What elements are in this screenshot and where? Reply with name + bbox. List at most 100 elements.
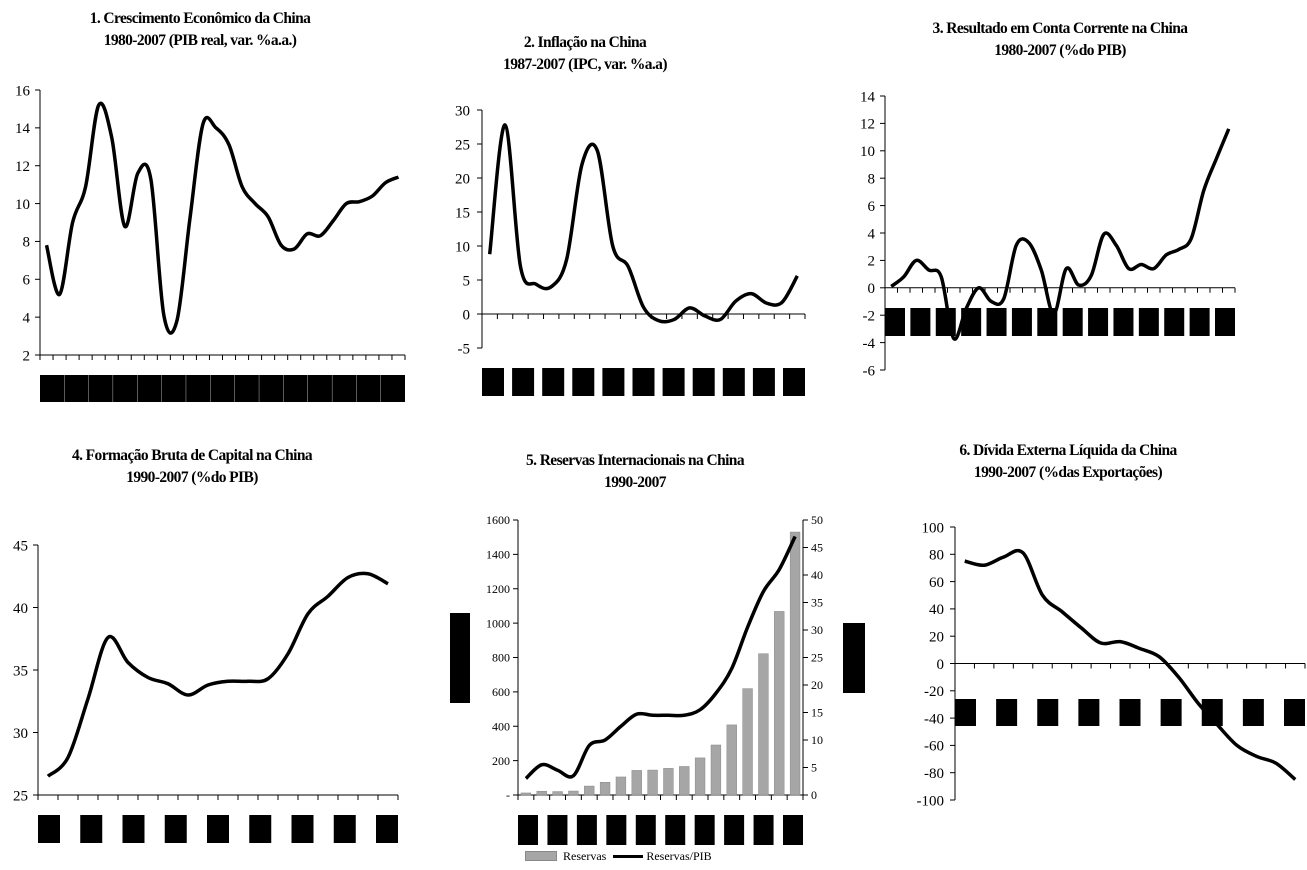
chart-panel-net-external-debt: 6. Dívida Externa Líquida da China 1990-… bbox=[860, 430, 1307, 870]
x-tick-label-block bbox=[961, 308, 982, 336]
x-tick-label-block bbox=[665, 815, 686, 845]
chart-svg: -100 -80 -60 -40 -20 0 20 40 60 80 100 bbox=[917, 520, 1306, 809]
y-tick-label: 45 bbox=[13, 538, 28, 554]
y-tick-label: 2 bbox=[868, 254, 876, 270]
x-tick-label-block bbox=[64, 375, 89, 402]
x-tick-label-block bbox=[547, 815, 568, 845]
x-tick-label-block bbox=[307, 375, 332, 402]
y2-axis-title-block bbox=[843, 623, 865, 693]
y2-tick-label: 35 bbox=[811, 596, 823, 610]
chart-panel-current-account: 3. Resultado em Conta Corrente na China … bbox=[860, 0, 1307, 420]
x-tick-label-block bbox=[955, 699, 976, 726]
x-tick-label-block bbox=[381, 375, 405, 402]
bar bbox=[774, 611, 785, 796]
y-tick-label: 30 bbox=[13, 726, 28, 742]
x-tick-label-block bbox=[88, 375, 113, 402]
x-tick-label-block bbox=[542, 368, 565, 396]
x-tick-label-block bbox=[161, 375, 186, 402]
y2-tick-label: 20 bbox=[811, 678, 823, 692]
y2-tick-label: 15 bbox=[811, 706, 823, 720]
y-tick-label: 16 bbox=[15, 83, 31, 99]
y-tick-label: 1200 bbox=[486, 582, 510, 596]
chart-panel-international-reserves: 5. Reservas Internacionais na China 1990… bbox=[430, 430, 870, 870]
x-tick-label-block bbox=[137, 375, 162, 402]
x-tick-label-block bbox=[113, 375, 138, 402]
y-tick-label: 6 bbox=[23, 273, 31, 289]
x-tick-label-block bbox=[572, 368, 595, 396]
bar bbox=[568, 790, 579, 796]
chart-title: 3. Resultado em Conta Corrente na China bbox=[932, 20, 1188, 37]
bar bbox=[552, 791, 563, 796]
y-tick-label: 80 bbox=[929, 548, 944, 564]
x-tick-label-block bbox=[662, 368, 685, 396]
y-tick-label: -5 bbox=[458, 341, 471, 357]
series-line bbox=[890, 128, 1231, 341]
y-tick-label: - bbox=[506, 788, 510, 802]
x-tick-label-block bbox=[576, 815, 597, 845]
y-tick-label: 40 bbox=[929, 602, 944, 618]
bar bbox=[758, 653, 769, 796]
y-tick-label: 5 bbox=[463, 273, 471, 289]
x-tick-label-block bbox=[512, 368, 535, 396]
legend-swatch-reservas-pib bbox=[613, 854, 644, 858]
x-tick-label-block bbox=[1189, 308, 1210, 336]
y2-tick-label: 10 bbox=[811, 733, 823, 747]
series-line bbox=[487, 123, 799, 324]
x-tick-label-block bbox=[40, 375, 64, 402]
y2-tick-label: 50 bbox=[811, 513, 823, 527]
x-tick-label-block bbox=[1062, 308, 1083, 336]
chart-subtitle: 1980-2007 (%do PIB) bbox=[994, 42, 1126, 59]
y2-tick-label: 45 bbox=[811, 541, 823, 555]
x-tick-label-block bbox=[1119, 699, 1141, 726]
chart-subtitle: 1987-2007 (IPC, var. %a.a) bbox=[503, 56, 667, 73]
x-tick-label-block bbox=[986, 308, 1007, 336]
y-tick-label: 4 bbox=[868, 226, 876, 242]
x-tick-label-block bbox=[482, 368, 504, 396]
series-line bbox=[524, 535, 797, 780]
chart-svg: 2 4 6 8 10 12 14 16 bbox=[15, 83, 406, 402]
x-tick-label-block bbox=[1164, 308, 1185, 336]
x-tick-label-block bbox=[1201, 699, 1223, 726]
y-tick-label: 400 bbox=[492, 719, 510, 733]
y-tick-label: 0 bbox=[463, 307, 471, 323]
bar bbox=[742, 688, 753, 796]
bar bbox=[631, 770, 642, 796]
x-tick-label-block bbox=[1011, 308, 1032, 336]
y-tick-label: 15 bbox=[455, 205, 470, 221]
y-tick-label: 10 bbox=[860, 144, 875, 160]
bar bbox=[679, 766, 690, 796]
y2-tick-label: 0 bbox=[811, 788, 817, 802]
x-tick-label-block bbox=[186, 375, 211, 402]
y-tick-label: 800 bbox=[492, 651, 510, 665]
chart-subtitle: 1990-2007 bbox=[604, 474, 666, 491]
y-tick-label: -40 bbox=[924, 711, 944, 727]
y-tick-label: 20 bbox=[455, 171, 470, 187]
x-tick-label-block bbox=[518, 815, 538, 845]
y-tick-label: 12 bbox=[15, 159, 30, 175]
x-tick-label-block bbox=[1215, 308, 1235, 336]
y-tick-label: -60 bbox=[924, 739, 944, 755]
x-tick-label-block bbox=[602, 368, 625, 396]
x-tick-label-block bbox=[632, 368, 655, 396]
chart-svg: -6 -4 -2 0 2 4 6 8 10 12 14 bbox=[860, 89, 1236, 379]
x-tick-label-block bbox=[210, 375, 235, 402]
x-tick-label-block bbox=[38, 815, 60, 843]
y-tick-label: 40 bbox=[13, 601, 28, 617]
chart-subtitle: 1990-2007 (%do PIB) bbox=[126, 469, 258, 486]
bar bbox=[789, 531, 801, 796]
x-tick-label-block bbox=[283, 375, 308, 402]
y-tick-label: 1600 bbox=[486, 513, 510, 527]
x-tick-label-block bbox=[724, 815, 745, 845]
chart-panel-inflation: 2. Inflação na China 1987-2007 (IPC, var… bbox=[430, 0, 860, 420]
y-tick-label: 30 bbox=[455, 103, 470, 119]
chart-panel-economic-growth: 1. Crescimento Econômico da China 1980-2… bbox=[0, 0, 430, 420]
y-tick-label: 14 bbox=[860, 89, 876, 105]
y2-tick-label: 5 bbox=[811, 761, 817, 775]
y-tick-label: 0 bbox=[868, 281, 876, 297]
bar bbox=[726, 724, 737, 796]
y-tick-label: 12 bbox=[860, 117, 875, 133]
x-tick-label-block bbox=[694, 815, 715, 845]
series-line bbox=[964, 548, 1297, 781]
x-tick-label-block bbox=[692, 368, 715, 396]
y-tick-label: 25 bbox=[455, 137, 470, 153]
